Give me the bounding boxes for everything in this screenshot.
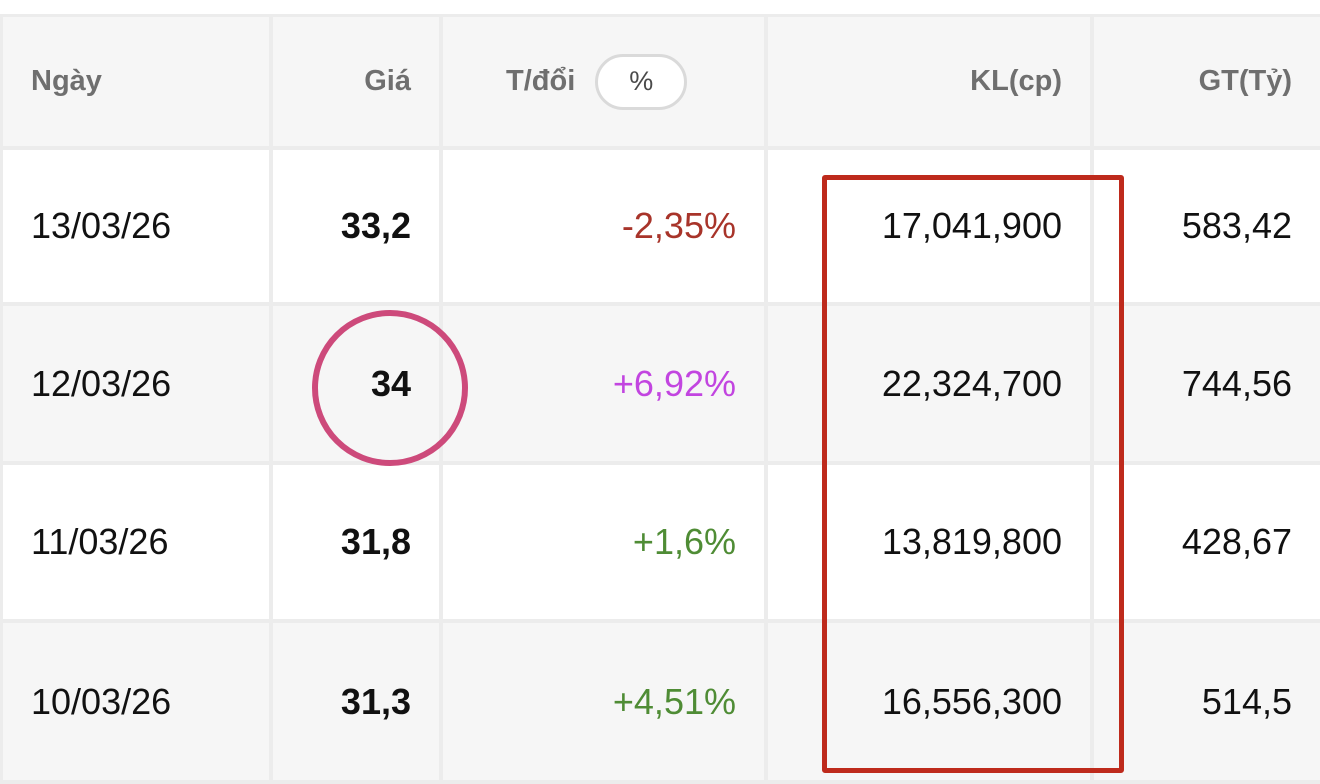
header-volume-label: KL(cp) — [970, 65, 1062, 97]
row4-volume: 16,556,300 — [768, 623, 1090, 780]
header-change-label: T/đổi — [506, 65, 576, 97]
row2-date: 12/03/26 — [3, 306, 269, 461]
row2-value: 744,56 — [1094, 306, 1320, 461]
row1-price: 33,2 — [273, 150, 439, 302]
price-history-table: Ngày Giá T/đổi % KL(cp) GT(Tỷ) 13/03/26 … — [0, 14, 1320, 784]
row4-date: 10/03/26 — [3, 623, 269, 780]
row3-price: 31,8 — [273, 465, 439, 619]
row1-value: 583,42 — [1094, 150, 1320, 302]
row3-value: 428,67 — [1094, 465, 1320, 619]
row1-date: 13/03/26 — [3, 150, 269, 302]
row3-volume: 13,819,800 — [768, 465, 1090, 619]
row3-change: +1,6% — [443, 465, 764, 619]
row1-change: -2,35% — [443, 150, 764, 302]
header-value-label: GT(Tỷ) — [1198, 65, 1292, 97]
percent-toggle-button[interactable]: % — [595, 53, 688, 110]
header-price-label: Giá — [364, 65, 411, 97]
row4-change: +4,51% — [443, 623, 764, 780]
row4-value: 514,5 — [1094, 623, 1320, 780]
header-change: T/đổi % — [443, 17, 764, 146]
row3-date: 11/03/26 — [3, 465, 269, 619]
row2-change: +6,92% — [443, 306, 764, 461]
header-price: Giá — [273, 17, 439, 146]
row4-price: 31,3 — [273, 623, 439, 780]
price-highlight-circle — [312, 310, 468, 466]
header-volume: KL(cp) — [768, 17, 1090, 146]
header-value: GT(Tỷ) — [1094, 17, 1320, 146]
header-date-label: Ngày — [31, 65, 102, 97]
row2-volume: 22,324,700 — [768, 306, 1090, 461]
header-date: Ngày — [3, 17, 269, 146]
volume-highlight-box — [822, 175, 1124, 773]
